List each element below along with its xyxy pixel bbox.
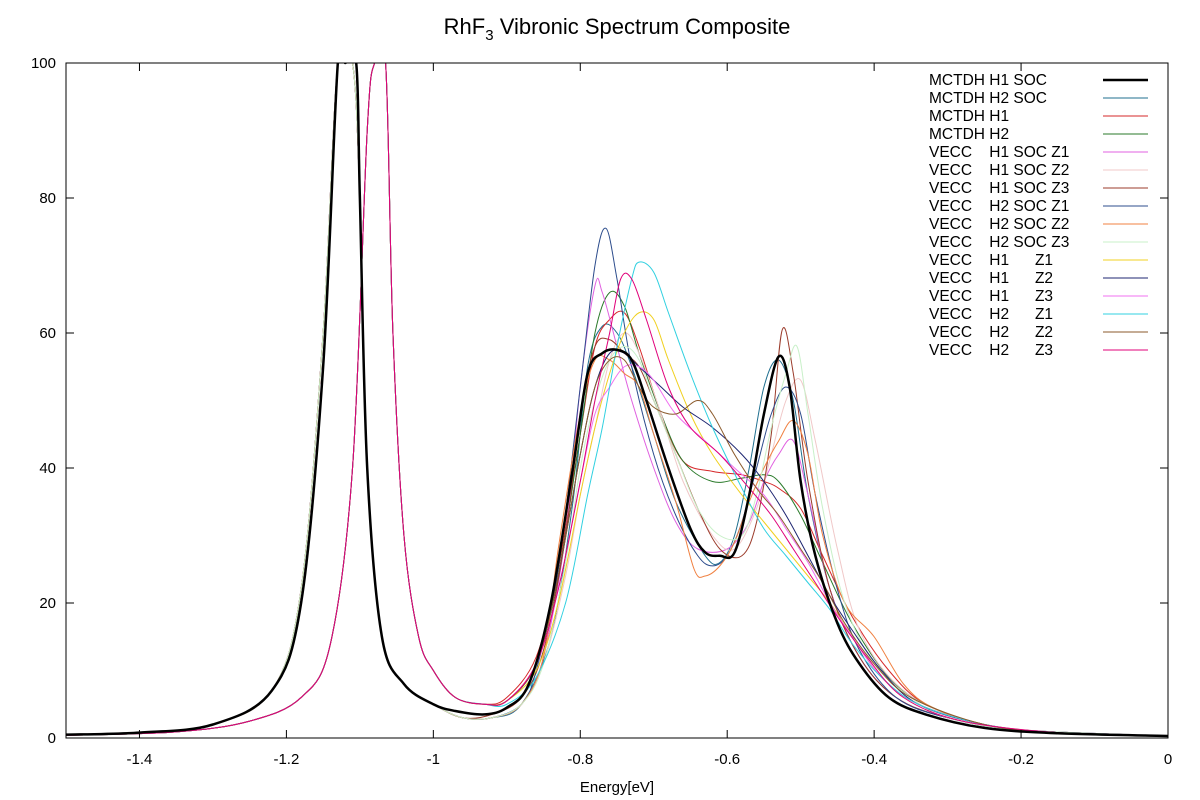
legend-label: MCTDH H1 SOC — [929, 72, 1047, 89]
series-group — [66, 63, 1168, 738]
y-tick-label: 40 — [39, 460, 56, 477]
legend-label: VECC H1 SOC Z2 — [929, 162, 1069, 179]
y-tick-label: 60 — [39, 325, 56, 342]
legend-label: MCTDH H1 — [929, 108, 1009, 125]
x-tick-label: -0.6 — [714, 751, 740, 768]
legend-label: VECC H1 Z2 — [929, 270, 1053, 287]
x-tick-label: -0.2 — [1008, 751, 1034, 768]
legend-label: VECC H2 SOC Z1 — [929, 198, 1069, 215]
chart-title: RhF3 Vibronic Spectrum Composite — [444, 14, 791, 44]
legend-label: VECC H2 SOC Z3 — [929, 234, 1069, 251]
x-tick-label: 0 — [1164, 751, 1172, 768]
x-tick-label: -1 — [427, 751, 440, 768]
legend-label: VECC H2 Z1 — [929, 306, 1053, 323]
chart-title-main: RhF — [444, 14, 486, 39]
x-tick-label: -1.4 — [127, 751, 153, 768]
x-tick-label: -0.4 — [861, 751, 887, 768]
y-tick-label: 20 — [39, 595, 56, 612]
x-tick-label: -0.8 — [567, 751, 593, 768]
legend-label: VECC H1 SOC Z1 — [929, 144, 1069, 161]
legend-label: VECC H2 SOC Z2 — [929, 216, 1069, 233]
legend-label: MCTDH H2 SOC — [929, 90, 1047, 107]
legend-label: MCTDH H2 — [929, 126, 1009, 143]
axis-ticks: -1.4 -1.2 -1 -0.8 -0.6 -0.4 -0.2 0 0 20 40 60 80 100 — [31, 55, 1172, 768]
y-tick-label: 0 — [48, 730, 56, 747]
chart-title-rest: Vibronic Spectrum Composite — [494, 14, 791, 39]
legend-label: VECC H2 Z2 — [929, 324, 1053, 341]
y-tick-label: 100 — [31, 55, 56, 72]
legend-label: VECC H1 Z3 — [929, 288, 1053, 305]
legend-label: VECC H1 Z1 — [929, 252, 1053, 269]
x-tick-label: -1.2 — [273, 751, 299, 768]
chart-title-subscript: 3 — [485, 27, 493, 44]
plot-frame — [65, 62, 1169, 739]
y-tick-label: 80 — [39, 190, 56, 207]
x-axis-label: Energy[eV] — [580, 779, 654, 796]
legend-label: VECC H1 SOC Z3 — [929, 180, 1069, 197]
series-line-1 — [66, 63, 1168, 738]
legend-label: VECC H2 Z3 — [929, 342, 1053, 359]
series-line-16 — [66, 63, 1168, 737]
